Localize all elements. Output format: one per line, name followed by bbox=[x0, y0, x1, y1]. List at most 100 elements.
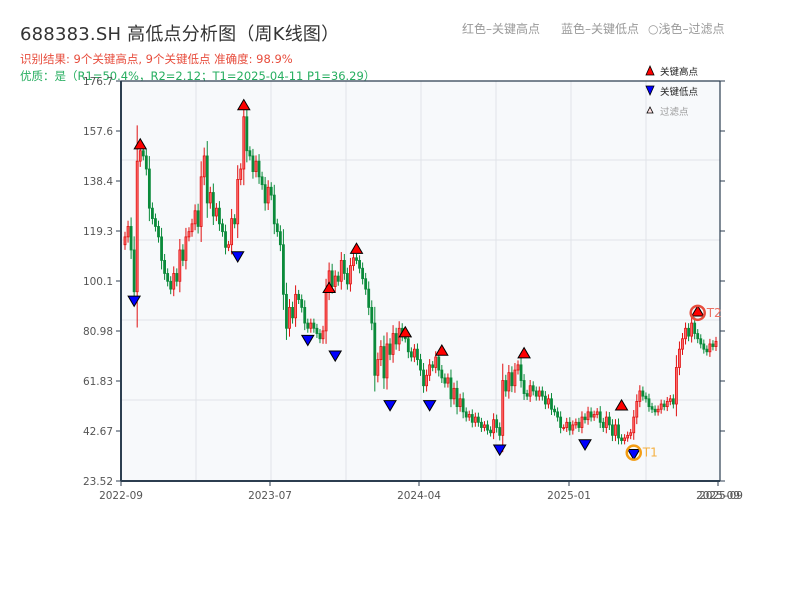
candle-body bbox=[504, 380, 508, 392]
result-summary: 识别结果: 9个关键高点, 9个关键低点 准确度: 98.9% bbox=[20, 52, 293, 66]
candle-body bbox=[565, 421, 569, 428]
candle-body bbox=[208, 192, 212, 204]
candle-body bbox=[257, 160, 261, 178]
candle-body bbox=[534, 390, 538, 397]
candle-body bbox=[157, 226, 160, 238]
candle-body bbox=[236, 179, 240, 225]
candle-body bbox=[367, 288, 371, 308]
candle-body bbox=[623, 437, 627, 441]
candle-body bbox=[674, 367, 678, 405]
candle-body bbox=[455, 387, 459, 408]
candle-body bbox=[199, 176, 203, 227]
candle-body bbox=[583, 416, 587, 421]
key-high-marker bbox=[236, 98, 251, 111]
candle-body bbox=[300, 299, 304, 308]
candle-body bbox=[175, 273, 179, 282]
key-low-marker bbox=[230, 251, 245, 263]
candle-body bbox=[227, 244, 230, 248]
candle-body bbox=[379, 346, 383, 361]
candle-body bbox=[681, 338, 684, 350]
t2-label: T2 bbox=[706, 306, 722, 320]
legend-filtered-icon bbox=[646, 106, 654, 114]
candle-body bbox=[413, 348, 416, 358]
candle-body bbox=[129, 226, 133, 251]
candle-body bbox=[446, 377, 450, 384]
candle-body bbox=[218, 207, 221, 225]
candle-body bbox=[684, 327, 687, 340]
candle-body bbox=[278, 231, 282, 246]
candle-body bbox=[324, 291, 328, 332]
legend-high-label: 关键高点 bbox=[660, 66, 699, 78]
candle-body bbox=[589, 411, 593, 418]
candle-body bbox=[297, 293, 301, 300]
candle-body bbox=[632, 416, 636, 434]
candle-body bbox=[531, 385, 535, 392]
candle-body bbox=[312, 322, 316, 329]
candle-body bbox=[373, 322, 377, 376]
candle-body bbox=[126, 226, 130, 238]
key-low-marker bbox=[492, 444, 507, 457]
candle-body bbox=[467, 414, 471, 418]
candle-body bbox=[214, 207, 218, 217]
candle-body bbox=[138, 150, 142, 162]
candle-body bbox=[653, 408, 657, 413]
candle-body bbox=[662, 403, 666, 408]
candle-body bbox=[291, 307, 294, 319]
candle-body bbox=[147, 168, 151, 209]
candle-body bbox=[580, 416, 584, 428]
candle-body bbox=[196, 210, 200, 227]
candle-body bbox=[352, 257, 355, 267]
candle-body bbox=[269, 186, 273, 196]
candle-body bbox=[705, 348, 709, 353]
candle-body bbox=[626, 434, 630, 439]
candle-body bbox=[693, 322, 697, 334]
candle-body bbox=[540, 390, 544, 397]
candle-body bbox=[132, 249, 136, 293]
y-tick-label: 138.4 bbox=[83, 176, 113, 188]
candle-body bbox=[193, 210, 197, 225]
candle-body bbox=[263, 184, 267, 204]
candle-body bbox=[336, 275, 340, 282]
candle-body bbox=[577, 421, 581, 428]
candle-body bbox=[571, 424, 575, 431]
candle-body bbox=[285, 293, 288, 329]
top-legend-light: ○浅色–过滤点 bbox=[648, 22, 725, 36]
candle-body bbox=[470, 414, 474, 423]
candle-body bbox=[702, 343, 706, 350]
key-high-marker bbox=[614, 398, 629, 411]
candle-body bbox=[425, 374, 428, 387]
candle-body bbox=[434, 356, 438, 368]
y-tick-label: 176.7 bbox=[83, 76, 113, 88]
candle-body bbox=[671, 398, 675, 405]
candle-body bbox=[349, 265, 352, 285]
candle-body bbox=[668, 398, 672, 402]
candle-body bbox=[550, 398, 553, 410]
candle-body bbox=[315, 327, 319, 334]
candle-body bbox=[382, 346, 386, 379]
legend-low-icon bbox=[645, 85, 655, 96]
y-tick-label: 42.67 bbox=[83, 426, 113, 438]
key-high-marker bbox=[349, 242, 364, 254]
candle-body bbox=[574, 421, 578, 426]
candle-body bbox=[406, 338, 410, 353]
candle-body bbox=[282, 244, 285, 295]
candle-body bbox=[480, 421, 483, 428]
y-tick-label: 119.3 bbox=[83, 226, 113, 238]
candle-body bbox=[647, 398, 651, 408]
candle-body bbox=[492, 419, 496, 434]
y-tick-label: 100.1 bbox=[83, 276, 113, 288]
candle-body bbox=[568, 421, 572, 431]
candle-body bbox=[489, 429, 492, 434]
candle-body bbox=[288, 307, 291, 329]
candle-body bbox=[592, 414, 596, 418]
candle-body bbox=[169, 280, 173, 290]
candle-body bbox=[656, 408, 660, 413]
candle-body bbox=[419, 359, 422, 371]
candle-body bbox=[376, 359, 380, 376]
candle-body bbox=[166, 273, 170, 282]
candle-body bbox=[617, 424, 620, 439]
legend-high-icon bbox=[645, 65, 655, 76]
candle-body bbox=[473, 416, 477, 423]
candle-body bbox=[595, 411, 599, 415]
candle-body bbox=[562, 427, 566, 429]
